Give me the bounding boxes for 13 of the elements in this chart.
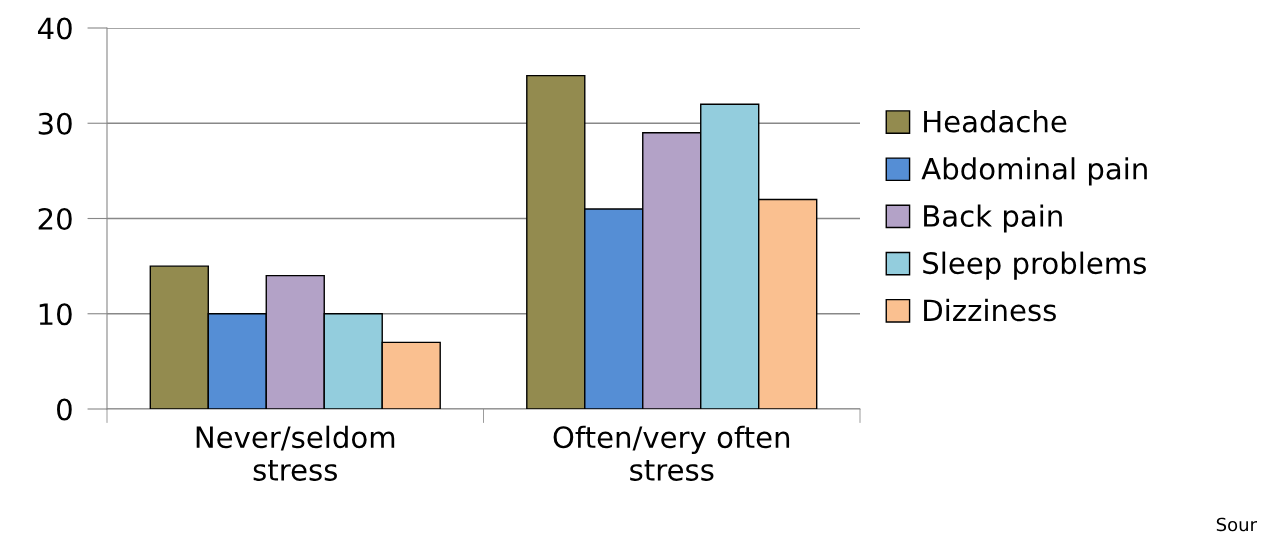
x-tick-label: Never/seldom stress [196, 425, 395, 481]
legend-label: Dizziness [924, 298, 1056, 322]
y-tick-label: 20 [38, 207, 72, 230]
text: Sour [1216, 517, 1257, 532]
y-tick-label: 40 [37, 17, 72, 40]
y-tick-label: 30 [38, 112, 72, 135]
x-tick-label: Often/very often stress [553, 425, 790, 481]
legend-label: Headache [924, 110, 1067, 133]
y-tick-label: 0 [57, 398, 72, 421]
legend-label: Abdominal pain [921, 157, 1147, 186]
y-tick-label: 10 [39, 303, 72, 326]
legend-label: Sleep problems [923, 251, 1146, 280]
legend-label: Back pain [924, 204, 1062, 233]
